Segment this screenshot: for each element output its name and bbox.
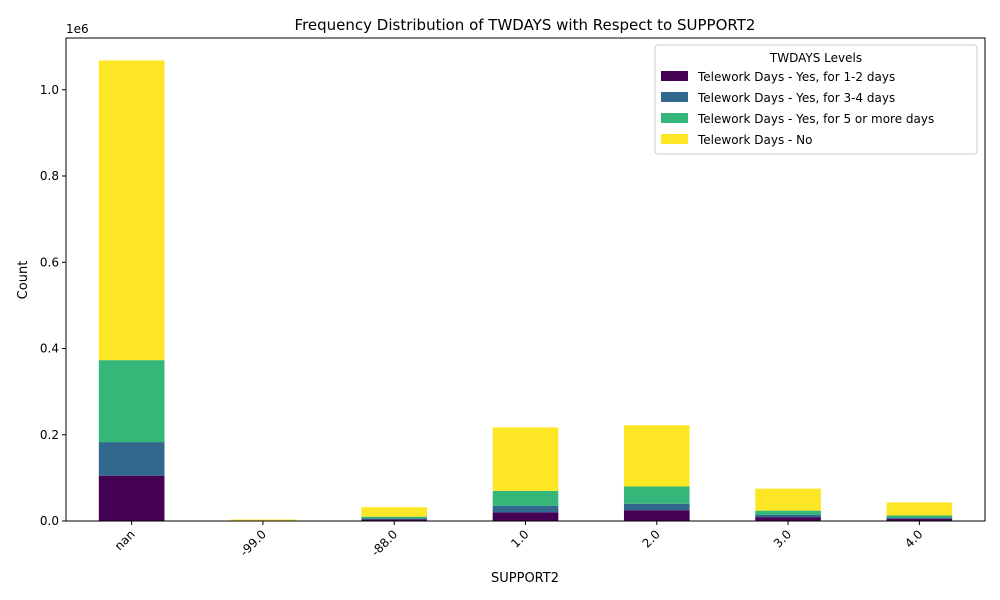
bar-segment <box>492 505 559 513</box>
bar-segment <box>492 512 559 521</box>
bar-segment <box>361 507 428 517</box>
y-tick-label: 0.0 <box>40 514 59 528</box>
y-tick-label: 1.0 <box>40 83 59 97</box>
y-tick-label: 0.8 <box>40 169 59 183</box>
y-tick-label: 0.6 <box>40 255 59 269</box>
bars-group <box>98 60 953 521</box>
bar-segment <box>886 502 953 516</box>
legend-title: TWDAYS Levels <box>769 51 862 65</box>
bar-segment <box>361 516 428 519</box>
x-axis: nan -99.0 -88.0 1.0 2.0 3.0 4.0 <box>112 521 925 559</box>
bar-segment <box>623 503 690 511</box>
x-tick-label: -88.0 <box>368 527 400 559</box>
bar-segment <box>755 517 821 521</box>
bar-segment <box>755 514 821 518</box>
x-tick-label: 3.0 <box>771 527 794 550</box>
bar-segment <box>755 488 821 511</box>
legend-label: Telework Days - Yes, for 5 or more days <box>697 112 934 126</box>
legend-swatch <box>661 92 688 102</box>
y-offset-label: 1e6 <box>66 22 89 36</box>
bar-segment <box>361 518 428 520</box>
chart-title: Frequency Distribution of TWDAYS with Re… <box>295 16 756 34</box>
bar-segment <box>98 442 165 476</box>
bar-segment <box>98 60 165 361</box>
bar-segment <box>230 519 296 521</box>
x-tick-label: 1.0 <box>508 527 531 550</box>
y-axis-label: Count <box>16 261 31 300</box>
bar-segment <box>623 510 690 521</box>
legend-label: Telework Days - No <box>697 133 812 147</box>
bar-segment <box>886 518 953 521</box>
legend-box <box>654 44 978 155</box>
bar-segment <box>98 360 165 443</box>
legend-swatch <box>661 113 688 123</box>
legend-label: Telework Days - Yes, for 3-4 days <box>697 91 895 105</box>
bar-segment <box>361 519 428 521</box>
plot-frame <box>65 37 986 522</box>
y-tick-label: 0.2 <box>40 428 59 442</box>
x-tick-label: -99.0 <box>237 527 269 559</box>
bar-segment <box>886 517 953 519</box>
bar-segment <box>98 475 165 521</box>
bar-segment <box>492 427 559 491</box>
x-axis-label: SUPPORT2 <box>491 571 559 586</box>
legend-label: Telework Days - Yes, for 1-2 days <box>697 70 895 84</box>
legend-swatch <box>661 71 688 81</box>
bar-segment <box>623 425 690 487</box>
bar-segment <box>886 515 953 518</box>
y-axis: 0.0 0.2 0.4 0.6 0.8 1.0 <box>40 83 66 528</box>
x-tick-label: 2.0 <box>640 527 663 550</box>
bar-segment <box>755 510 821 515</box>
x-tick-label: 4.0 <box>902 527 925 550</box>
legend-swatch <box>661 134 688 144</box>
bar-segment <box>623 486 690 504</box>
x-tick-label: nan <box>112 527 138 553</box>
y-tick-label: 0.4 <box>40 342 59 356</box>
legend: TWDAYS Levels Telework Days - Yes, for 1-… <box>654 44 978 155</box>
bar-segment <box>492 490 559 506</box>
